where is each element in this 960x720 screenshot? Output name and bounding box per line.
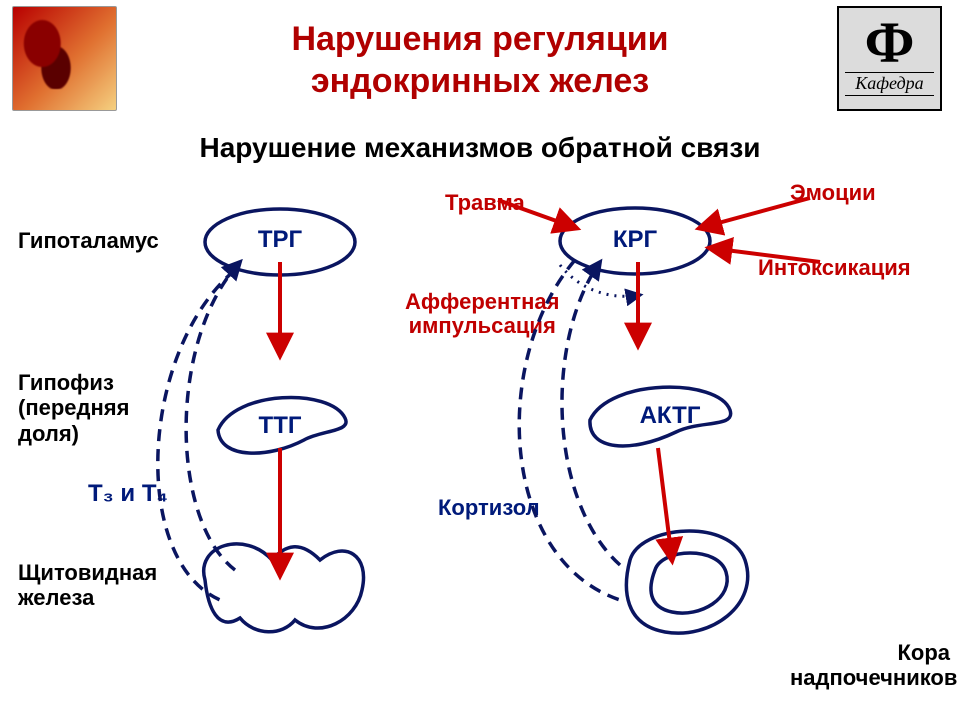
diagram-stage: Ф Кафедра Нарушения регуляции эндокринны… [0,0,960,720]
diagram-svg [0,0,960,720]
